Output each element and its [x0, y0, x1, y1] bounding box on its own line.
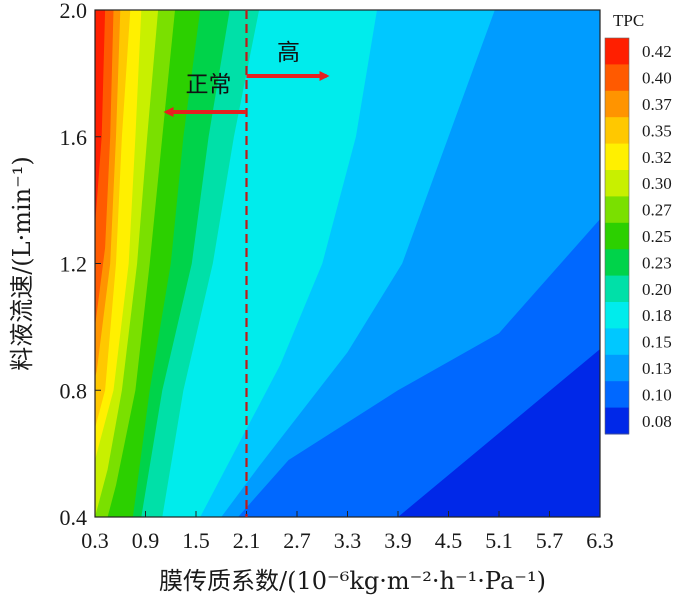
- colorbar-swatch: [605, 90, 629, 118]
- colorbar-swatch: [605, 222, 629, 250]
- y-tick-label: 1.2: [60, 252, 88, 277]
- y-tick-label: 0.8: [60, 378, 88, 403]
- colorbar-label: 0.25: [642, 227, 672, 246]
- colorbar-swatch: [605, 354, 629, 382]
- colorbar-frame: [604, 37, 630, 435]
- colorbar-label: 0.40: [642, 69, 672, 88]
- x-tick-label: 3.3: [334, 528, 362, 553]
- colorbar-label: 0.20: [642, 280, 672, 299]
- y-axis-title: 料液流速/(L·min⁻¹): [8, 156, 36, 371]
- colorbar-label: 0.23: [642, 253, 672, 272]
- colorbar-label: 0.32: [642, 148, 672, 167]
- colorbar-swatch: [605, 328, 629, 356]
- contour-bands: [95, 10, 601, 517]
- colorbar: 0.42 0.40 0.37 0.35 0.32 0.30 0.27 0.25 0.23 0.20…: [604, 37, 672, 435]
- colorbar-swatch: [605, 143, 629, 171]
- x-tick-label: 0.3: [81, 528, 109, 553]
- x-tick-label: 5.1: [485, 528, 513, 553]
- colorbar-label: 0.30: [642, 174, 672, 193]
- x-axis-title: 膜传质系数/(10⁻⁶kg·m⁻²·h⁻¹·Pa⁻¹): [159, 567, 546, 595]
- colorbar-label: 0.18: [642, 306, 672, 325]
- x-tick-label: 0.9: [132, 528, 160, 553]
- colorbar-label: 0.15: [642, 333, 672, 352]
- colorbar-swatch: [605, 170, 629, 197]
- x-axis-ticks: 0.3 0.9 1.5 2.1 2.7 3.3 3.9 4.5 5.1 5.7 6.3: [81, 511, 614, 553]
- x-tick-label: 1.5: [182, 528, 210, 553]
- colorbar-label: 0.08: [642, 412, 672, 431]
- x-tick-label: 3.9: [384, 528, 412, 553]
- y-tick-label: 1.6: [60, 125, 88, 150]
- colorbar-swatch: [605, 275, 629, 303]
- colorbar-label: 0.37: [642, 95, 672, 114]
- colorbar-swatch: [605, 196, 629, 224]
- x-tick-label: 2.7: [283, 528, 311, 553]
- annotation-high: 高: [277, 40, 300, 66]
- colorbar-swatch: [605, 117, 629, 145]
- colorbar-label: 0.27: [642, 201, 672, 220]
- x-tick-label: 5.7: [536, 528, 564, 553]
- x-tick-label: 6.3: [586, 528, 614, 553]
- colorbar-label: 0.42: [642, 42, 672, 61]
- colorbar-swatch: [605, 302, 629, 329]
- colorbar-label: 0.35: [642, 121, 672, 140]
- colorbar-swatch: [605, 64, 629, 92]
- annotation-normal: 正常: [186, 72, 232, 98]
- colorbar-label: 0.13: [642, 359, 672, 378]
- y-tick-label: 0.4: [60, 505, 88, 530]
- colorbar-label: 0.10: [642, 385, 672, 404]
- colorbar-swatch: [605, 249, 629, 277]
- colorbar-swatch: [605, 38, 629, 65]
- y-tick-label: 2.0: [60, 0, 88, 23]
- x-tick-label: 4.5: [435, 528, 463, 553]
- colorbar-swatch: [605, 407, 629, 435]
- y-axis-ticks: 0.4 0.8 1.2 1.6 2.0: [60, 0, 101, 530]
- colorbar-title: TPC: [613, 11, 644, 30]
- colorbar-swatch: [605, 381, 629, 409]
- x-tick-label: 2.1: [233, 528, 261, 553]
- contour-band-0.08: [398, 349, 600, 517]
